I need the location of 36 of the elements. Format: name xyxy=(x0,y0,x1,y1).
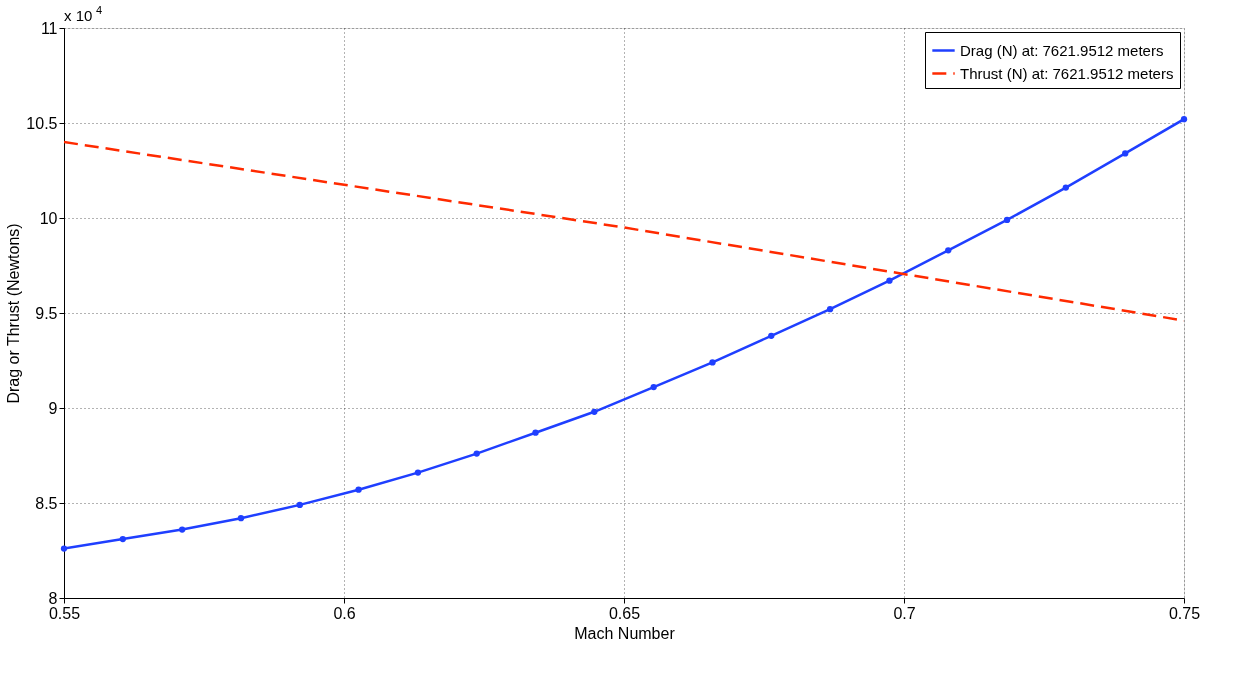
y-tick-label: 9.5 xyxy=(35,304,58,322)
point xyxy=(1062,184,1069,191)
y-tick-label: 8 xyxy=(48,589,58,607)
point xyxy=(60,545,68,552)
y-axis-title: Drag or Thrust (Newtons) xyxy=(5,223,23,404)
x-axis-title: Mach Number xyxy=(574,624,676,642)
point xyxy=(1003,216,1011,224)
point xyxy=(355,486,362,493)
point xyxy=(179,526,186,533)
point xyxy=(826,306,834,313)
point xyxy=(296,501,303,509)
point xyxy=(532,429,539,436)
legend-label: Drag (N) at: 7621.9512 meters xyxy=(960,41,1164,59)
point xyxy=(591,408,598,415)
point xyxy=(768,332,775,339)
x-tick-label: 0.55 xyxy=(48,604,81,622)
x-tick-label: 0.75 xyxy=(1168,604,1201,622)
point xyxy=(119,535,126,543)
point xyxy=(650,383,657,391)
point xyxy=(237,515,245,522)
point xyxy=(1122,150,1129,157)
x-tick-label: 0.7 xyxy=(893,604,916,622)
legend-label: Thrust (N) at: 7621.9512 meters xyxy=(960,64,1174,82)
point xyxy=(1180,116,1188,123)
point xyxy=(945,247,952,254)
y-tick-label: 9 xyxy=(48,399,58,417)
point xyxy=(473,450,480,457)
point xyxy=(886,277,893,284)
point xyxy=(709,359,716,366)
y-tick-label: 10 xyxy=(39,209,58,227)
x-tick-label: 0.65 xyxy=(608,604,641,622)
y-tick-label: 11 xyxy=(40,19,58,37)
x-tick-label: 0.6 xyxy=(333,604,356,622)
y-tick-label: 10.5 xyxy=(26,114,58,132)
point xyxy=(414,469,422,476)
y-tick-label: 8.5 xyxy=(35,494,58,512)
